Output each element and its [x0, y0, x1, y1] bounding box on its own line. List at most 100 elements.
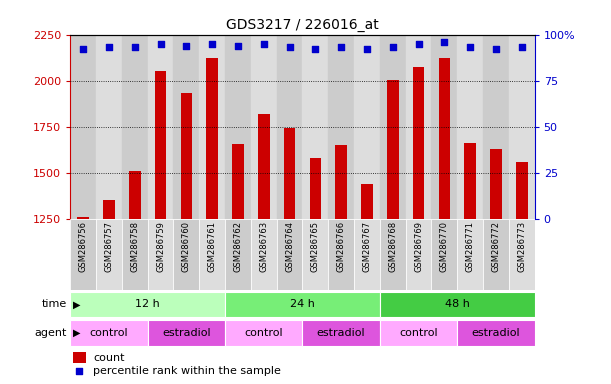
Text: GSM286767: GSM286767 [362, 221, 371, 272]
Text: GSM286758: GSM286758 [130, 221, 139, 272]
Text: control: control [244, 328, 283, 338]
Point [362, 46, 372, 52]
Bar [225, 320, 302, 346]
Bar [302, 218, 328, 290]
Bar [509, 218, 535, 290]
Bar [516, 162, 527, 218]
Bar [354, 218, 380, 290]
Bar [380, 291, 535, 318]
Text: ▶: ▶ [73, 328, 81, 338]
Bar [431, 35, 457, 218]
Text: GSM286756: GSM286756 [79, 221, 87, 272]
Text: GSM286763: GSM286763 [259, 221, 268, 272]
Bar [73, 353, 86, 363]
Point [517, 45, 527, 51]
Bar [148, 320, 225, 346]
Point [74, 368, 84, 374]
Point [130, 45, 140, 51]
Bar [284, 127, 295, 218]
Bar [277, 218, 302, 290]
Bar [251, 35, 277, 218]
Text: GSM286760: GSM286760 [182, 221, 191, 272]
Bar [78, 217, 89, 218]
Text: estradiol: estradiol [472, 328, 520, 338]
Bar [70, 320, 148, 346]
Text: GSM286772: GSM286772 [491, 221, 500, 272]
Bar [103, 200, 115, 218]
Text: agent: agent [35, 328, 67, 338]
Bar [129, 171, 141, 218]
Bar [490, 149, 502, 218]
Bar [258, 114, 269, 218]
Point [207, 41, 217, 47]
Point [233, 43, 243, 49]
Text: GSM286762: GSM286762 [233, 221, 243, 272]
Bar [380, 320, 457, 346]
Text: GSM286768: GSM286768 [388, 221, 397, 272]
Text: percentile rank within the sample: percentile rank within the sample [93, 366, 281, 376]
Text: GSM286770: GSM286770 [440, 221, 449, 272]
Text: GSM286761: GSM286761 [208, 221, 217, 272]
Bar [174, 218, 199, 290]
Text: control: control [90, 328, 128, 338]
Bar [96, 218, 122, 290]
Bar [232, 144, 244, 218]
Text: estradiol: estradiol [317, 328, 365, 338]
Text: GSM286765: GSM286765 [311, 221, 320, 272]
Text: GSM286769: GSM286769 [414, 221, 423, 272]
Bar [251, 218, 277, 290]
Point [465, 45, 475, 51]
Bar [96, 35, 122, 218]
Text: estradiol: estradiol [162, 328, 211, 338]
Bar [457, 218, 483, 290]
Bar [277, 35, 302, 218]
Bar [483, 35, 509, 218]
Bar [439, 58, 450, 218]
Bar [225, 291, 380, 318]
Bar [431, 218, 457, 290]
Bar [413, 67, 424, 218]
Text: time: time [42, 300, 67, 310]
Bar [406, 35, 431, 218]
Bar [225, 35, 251, 218]
Bar [181, 93, 192, 218]
Text: GSM286764: GSM286764 [285, 221, 294, 272]
Point [439, 39, 449, 45]
Bar [148, 218, 174, 290]
Text: GSM286773: GSM286773 [518, 221, 526, 272]
Point [285, 45, 295, 51]
Point [388, 45, 398, 51]
Text: count: count [93, 353, 125, 362]
Point [414, 41, 423, 47]
Text: GSM286757: GSM286757 [104, 221, 114, 272]
Bar [406, 218, 431, 290]
Bar [148, 35, 174, 218]
Bar [207, 58, 218, 218]
Bar [464, 143, 476, 218]
Bar [354, 35, 380, 218]
Bar [380, 218, 406, 290]
Bar [174, 35, 199, 218]
Bar [509, 35, 535, 218]
Bar [483, 218, 509, 290]
Text: 12 h: 12 h [135, 299, 160, 309]
Bar [387, 79, 398, 218]
Bar [199, 35, 225, 218]
Point [310, 46, 320, 52]
Text: GSM286771: GSM286771 [466, 221, 475, 272]
Bar [380, 35, 406, 218]
Bar [335, 145, 347, 218]
Bar [361, 184, 373, 218]
Text: control: control [399, 328, 438, 338]
Point [156, 41, 166, 47]
Bar [70, 291, 225, 318]
Text: GSM286759: GSM286759 [156, 221, 165, 271]
Text: 48 h: 48 h [445, 299, 470, 309]
Bar [122, 218, 148, 290]
Bar [310, 158, 321, 218]
Title: GDS3217 / 226016_at: GDS3217 / 226016_at [226, 18, 379, 32]
Point [259, 41, 269, 47]
Point [104, 45, 114, 51]
Bar [155, 71, 166, 218]
Text: GSM286766: GSM286766 [337, 221, 346, 272]
